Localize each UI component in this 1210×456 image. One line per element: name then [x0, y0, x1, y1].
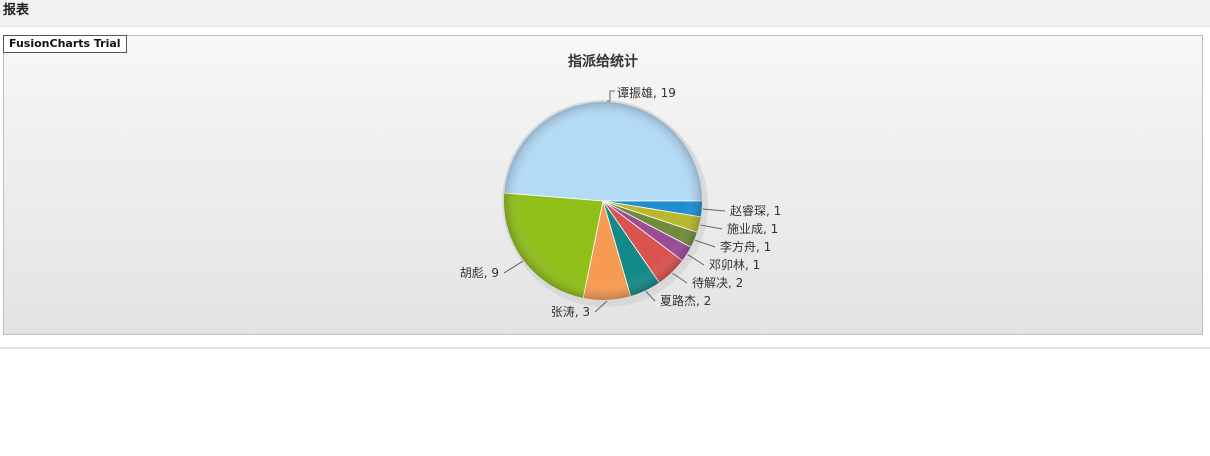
trial-badge: FusionCharts Trial [3, 35, 127, 53]
slice-leader-line [671, 272, 688, 284]
slice-label: 赵睿琛, 1 [730, 203, 781, 218]
slice-label: 待解决, 2 [692, 276, 743, 290]
slice-leader-line [700, 224, 723, 230]
slice-leader-line [687, 254, 705, 266]
slice-label: 施业成, 1 [727, 222, 778, 236]
slice-label: 夏路杰, 2 [660, 293, 711, 308]
pie-labels: 谭振雄, 19 赵睿琛, 1 施业成, 1 李方舟, 1 邓卯林, 1 待解决, 2 夏路杰… [460, 85, 782, 319]
slice-label: 胡彪, 9 [460, 266, 499, 280]
pie-rim [502, 100, 704, 302]
slice-leader-line [645, 291, 656, 302]
page-header: 报表 [0, 0, 1210, 27]
slice-leader-line [607, 90, 615, 102]
slice-label: 谭振雄, 19 [617, 85, 676, 100]
slice-label: 李方舟, 1 [720, 239, 771, 254]
page-title: 报表 [3, 3, 30, 18]
chart-title: 指派给统计 [568, 53, 638, 70]
slice-label: 张涛, 3 [551, 304, 590, 319]
slice-leader-line [694, 239, 716, 248]
bottom-divider [0, 347, 1210, 349]
slice-leader-line [702, 208, 726, 212]
slice-leader-line [594, 300, 608, 313]
slice-leader-line [503, 260, 524, 274]
slice-label: 邓卯林, 1 [709, 258, 760, 272]
